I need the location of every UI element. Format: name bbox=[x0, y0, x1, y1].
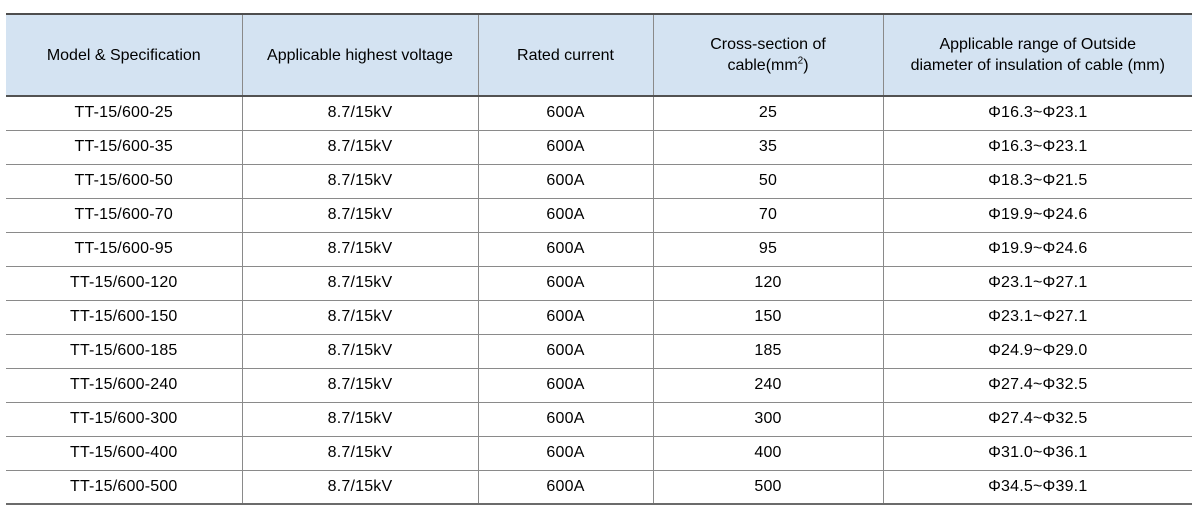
current-cell: 600A bbox=[478, 198, 654, 233]
current-cell: 600A bbox=[478, 266, 654, 301]
header-cross-section-pre: cable(mm bbox=[727, 57, 798, 74]
header-line-1: Applicable range of Outside bbox=[939, 36, 1137, 53]
model-cell: TT-15/600-150 bbox=[6, 300, 243, 335]
voltage-cell: 8.7/15kV bbox=[242, 266, 479, 301]
voltage-cell: 8.7/15kV bbox=[242, 334, 479, 369]
model-cell: TT-15/600-500 bbox=[6, 470, 243, 504]
diameter-range-cell: Φ23.1~Φ27.1 bbox=[883, 266, 1192, 301]
diameter-range-cell: Φ23.1~Φ27.1 bbox=[883, 300, 1192, 335]
header-cell-current: Rated current bbox=[478, 14, 654, 97]
header-cell-model: Model & Specification bbox=[6, 14, 243, 97]
table-row: TT-15/600-185 8.7/15kV 600A 185 Φ24.9~Φ2… bbox=[6, 334, 1192, 369]
cross-section-cell: 150 bbox=[653, 300, 884, 335]
current-cell: 600A bbox=[478, 402, 654, 437]
cross-section-cell: 35 bbox=[653, 130, 884, 165]
voltage-cell: 8.7/15kV bbox=[242, 164, 479, 199]
current-cell: 600A bbox=[478, 470, 654, 504]
table-row: TT-15/600-300 8.7/15kV 600A 300 Φ27.4~Φ3… bbox=[6, 402, 1192, 437]
header-line-1: Cross-section of bbox=[710, 36, 826, 53]
model-cell: TT-15/600-120 bbox=[6, 266, 243, 301]
voltage-cell: 8.7/15kV bbox=[242, 96, 479, 131]
diameter-range-cell: Φ19.9~Φ24.6 bbox=[883, 232, 1192, 267]
table-row: TT-15/600-70 8.7/15kV 600A 70 Φ19.9~Φ24.… bbox=[6, 198, 1192, 233]
model-cell: TT-15/600-50 bbox=[6, 164, 243, 199]
model-cell: TT-15/600-185 bbox=[6, 334, 243, 369]
cross-section-cell: 400 bbox=[653, 436, 884, 471]
table-row: TT-15/600-25 8.7/15kV 600A 25 Φ16.3~Φ23.… bbox=[6, 96, 1192, 131]
diameter-range-cell: Φ16.3~Φ23.1 bbox=[883, 130, 1192, 165]
cross-section-cell: 500 bbox=[653, 470, 884, 504]
voltage-cell: 8.7/15kV bbox=[242, 436, 479, 471]
table-row: TT-15/600-240 8.7/15kV 600A 240 Φ27.4~Φ3… bbox=[6, 368, 1192, 403]
model-cell: TT-15/600-400 bbox=[6, 436, 243, 471]
table-row: TT-15/600-500 8.7/15kV 600A 500 Φ34.5~Φ3… bbox=[6, 470, 1192, 504]
header-row: Model & Specification Applicable highest… bbox=[6, 14, 1192, 97]
cross-section-cell: 240 bbox=[653, 368, 884, 403]
diameter-range-cell: Φ27.4~Φ32.5 bbox=[883, 402, 1192, 437]
voltage-cell: 8.7/15kV bbox=[242, 402, 479, 437]
table-row: TT-15/600-120 8.7/15kV 600A 120 Φ23.1~Φ2… bbox=[6, 266, 1192, 301]
cross-section-cell: 95 bbox=[653, 232, 884, 267]
diameter-range-cell: Φ24.9~Φ29.0 bbox=[883, 334, 1192, 369]
current-cell: 600A bbox=[478, 368, 654, 403]
current-cell: 600A bbox=[478, 232, 654, 267]
current-cell: 600A bbox=[478, 436, 654, 471]
table-row: TT-15/600-35 8.7/15kV 600A 35 Φ16.3~Φ23.… bbox=[6, 130, 1192, 165]
table-row: TT-15/600-400 8.7/15kV 600A 400 Φ31.0~Φ3… bbox=[6, 436, 1192, 471]
voltage-cell: 8.7/15kV bbox=[242, 232, 479, 267]
spec-table: Model & Specification Applicable highest… bbox=[6, 13, 1192, 505]
diameter-range-cell: Φ31.0~Φ36.1 bbox=[883, 436, 1192, 471]
voltage-cell: 8.7/15kV bbox=[242, 300, 479, 335]
header-cell-cross-section: Cross-section of cable(mm2) bbox=[653, 14, 884, 97]
cross-section-cell: 50 bbox=[653, 164, 884, 199]
voltage-cell: 8.7/15kV bbox=[242, 198, 479, 233]
model-cell: TT-15/600-25 bbox=[6, 96, 243, 131]
voltage-cell: 8.7/15kV bbox=[242, 470, 479, 504]
header-cross-section-post: ) bbox=[803, 57, 809, 74]
header-cross-section-superscript: 2 bbox=[797, 55, 804, 67]
model-cell: TT-15/600-300 bbox=[6, 402, 243, 437]
cross-section-cell: 300 bbox=[653, 402, 884, 437]
header-cell-diameter-range: Applicable range of Outside diameter of … bbox=[883, 14, 1192, 97]
model-cell: TT-15/600-35 bbox=[6, 130, 243, 165]
diameter-range-cell: Φ34.5~Φ39.1 bbox=[988, 477, 1088, 495]
header-line-2: cable(mm2) bbox=[660, 55, 877, 76]
table-body: TT-15/600-25 8.7/15kV 600A 25 Φ16.3~Φ23.… bbox=[6, 96, 1192, 504]
cross-section-cell: 25 bbox=[653, 96, 884, 131]
header-line-2: diameter of insulation of cable (mm) bbox=[910, 57, 1165, 74]
table-row: TT-15/600-50 8.7/15kV 600A 50 Φ18.3~Φ21.… bbox=[6, 164, 1192, 199]
current-cell: 600A bbox=[478, 130, 654, 165]
cross-section-cell: 185 bbox=[653, 334, 884, 369]
model-cell: TT-15/600-70 bbox=[6, 198, 243, 233]
table-row: TT-15/600-150 8.7/15kV 600A 150 Φ23.1~Φ2… bbox=[6, 300, 1192, 335]
cross-section-cell: 70 bbox=[653, 198, 884, 233]
diameter-range-cell: Φ16.3~Φ23.1 bbox=[883, 96, 1192, 131]
voltage-cell: 8.7/15kV bbox=[242, 130, 479, 165]
model-cell: TT-15/600-240 bbox=[6, 368, 243, 403]
current-cell: 600A bbox=[478, 334, 654, 369]
current-cell: 600A bbox=[478, 96, 654, 131]
table-row: TT-15/600-95 8.7/15kV 600A 95 Φ19.9~Φ24.… bbox=[6, 232, 1192, 267]
current-cell: 600A bbox=[478, 164, 654, 199]
model-cell: TT-15/600-95 bbox=[6, 232, 243, 267]
voltage-cell: 8.7/15kV bbox=[242, 368, 479, 403]
header-cell-voltage: Applicable highest voltage bbox=[242, 14, 479, 97]
diameter-range-cell: Φ19.9~Φ24.6 bbox=[883, 198, 1192, 233]
diameter-range-cell: Φ18.3~Φ21.5 bbox=[883, 164, 1192, 199]
cross-section-cell: 120 bbox=[653, 266, 884, 301]
diameter-range-cell: Φ27.4~Φ32.5 bbox=[883, 368, 1192, 403]
current-cell: 600A bbox=[478, 300, 654, 335]
